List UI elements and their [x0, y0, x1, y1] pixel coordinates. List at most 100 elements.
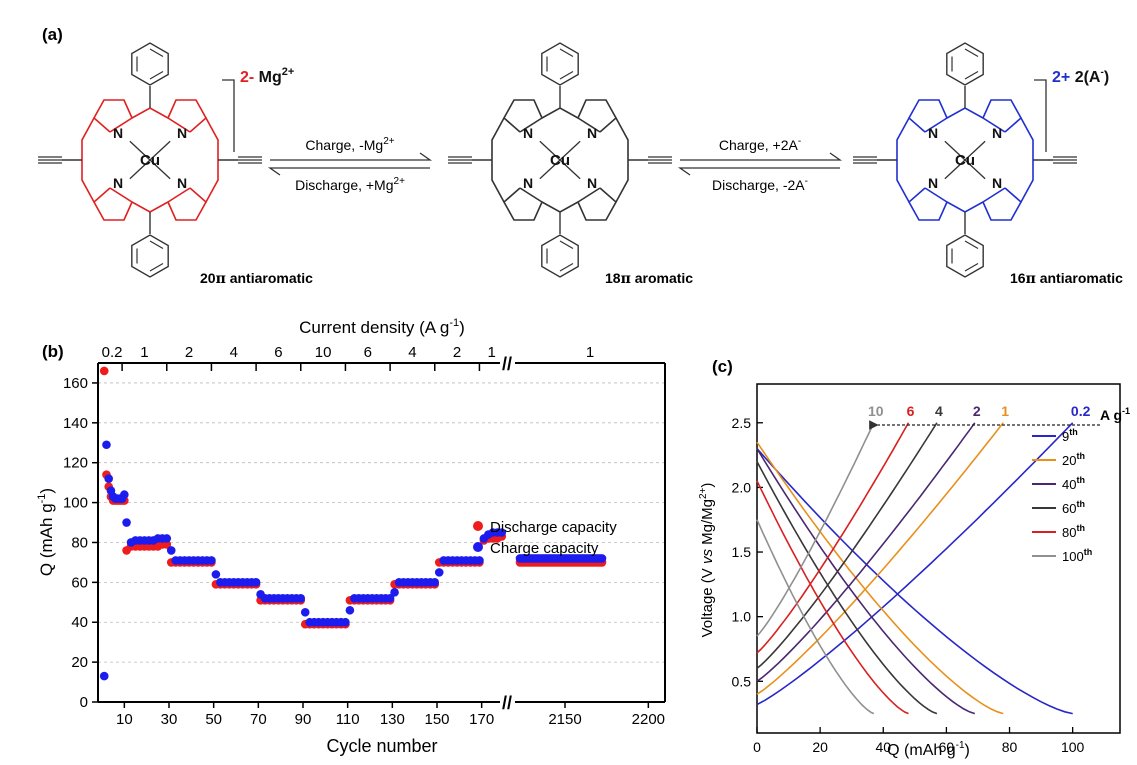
copper-label: Cu — [550, 152, 570, 169]
charge-point — [475, 556, 484, 565]
n-cu-bond — [539, 140, 561, 161]
discharge-point — [162, 540, 172, 549]
svg-text:Charge, -Mg2+: Charge, -Mg2+ — [305, 136, 394, 153]
n-cu-bond — [129, 140, 151, 161]
x-tick-label: 90 — [295, 711, 312, 728]
charge-point — [162, 534, 172, 543]
panel-c-label: (c) — [712, 357, 733, 376]
discharge-curve — [756, 461, 938, 715]
phenyl-ring — [946, 42, 984, 86]
n-cu-bond — [964, 140, 986, 161]
svg-text:2+ 2(A-): 2+ 2(A-) — [1052, 67, 1109, 86]
charge-point — [597, 554, 607, 563]
left-charge-value: 2- — [240, 69, 254, 86]
x-axis-title: Cycle number — [326, 736, 437, 756]
right-charge-value: 2+ — [1052, 69, 1070, 86]
x-tick-label: 50 — [205, 711, 222, 728]
nitrogen-label: N — [177, 125, 187, 141]
n-cu-bond — [539, 159, 561, 180]
legend-label: 40th — [1062, 475, 1085, 492]
top-segment-label: 1 — [586, 344, 594, 361]
pyrrole-ring — [502, 187, 544, 221]
meso-bridge — [541, 201, 579, 213]
legend-label: 60th — [1062, 499, 1085, 516]
nitrogen-label: N — [587, 125, 597, 141]
nitrogen-label: N — [113, 175, 123, 191]
x-tick-label: 80 — [1002, 739, 1018, 755]
y-tick-label: 120 — [63, 455, 88, 472]
charge-point — [211, 570, 221, 579]
n-cu-bond — [149, 140, 171, 161]
n-cu-bond — [944, 159, 966, 180]
axis-break: // — [502, 693, 512, 713]
pyrrole-ring — [92, 99, 134, 133]
x-tick-label: 30 — [161, 711, 178, 728]
discharge-curve — [756, 480, 909, 715]
x-tick-label: 2150 — [548, 711, 581, 728]
discharge-curve — [756, 448, 976, 715]
meso-bridge — [205, 117, 219, 203]
right-counter-ion: 2(A — [1070, 69, 1101, 86]
pyrrole-ring — [166, 99, 208, 133]
y-tick-label: 2.5 — [732, 415, 752, 431]
x-tick-label: 110 — [336, 711, 360, 728]
nitrogen-label: N — [523, 175, 533, 191]
top-axis-title: Current density (A g-1) — [299, 317, 465, 337]
legend-label: 100th — [1062, 547, 1092, 564]
charge-point — [102, 440, 111, 450]
charge-point — [345, 605, 355, 615]
phenyl-double — [149, 240, 164, 250]
copper-label: Cu — [140, 152, 160, 169]
svg-text:Discharge, +Mg2+: Discharge, +Mg2+ — [295, 176, 405, 193]
nitrogen-label: N — [113, 125, 123, 141]
n-cu-bond — [129, 159, 151, 180]
charge-point — [251, 578, 261, 587]
right-counter-sup: - — [1100, 67, 1103, 78]
charge-curve — [756, 422, 938, 670]
y-tick-label: 20 — [71, 654, 88, 671]
meso-bridge — [81, 117, 95, 203]
top-segment-label: 6 — [364, 344, 372, 361]
right-charge: 2+ 2(A-) — [1034, 67, 1109, 152]
n-cu-bond — [964, 159, 986, 180]
phenyl-double — [559, 240, 574, 250]
reaction-arrow-1: Charge, -Mg2+ Discharge, +Mg2+ — [267, 136, 433, 193]
legend-label: 9th — [1062, 427, 1078, 444]
top-segment-label: 6 — [274, 344, 282, 361]
phenyl-double — [964, 262, 979, 272]
copper-label: Cu — [955, 152, 975, 169]
meso-bridge — [946, 201, 984, 213]
nitrogen-label: N — [177, 175, 187, 191]
rate-label: 2 — [973, 403, 981, 419]
x-tick-label: 60 — [939, 739, 955, 755]
meso-bridge — [491, 117, 505, 203]
rate-label: 1 — [1001, 403, 1009, 419]
svg-text:Discharge, -2A-: Discharge, -2A- — [712, 176, 808, 193]
charge-point — [166, 546, 176, 555]
rate-label: 6 — [907, 403, 915, 419]
arrow2-top-sup: - — [798, 136, 801, 147]
right-counter-close: ) — [1104, 69, 1109, 86]
x-tick-label: 100 — [1061, 739, 1085, 755]
arrow2-top-label: Charge, +2A — [719, 137, 799, 153]
middle-caption: 18π aromatic — [605, 270, 693, 287]
y-axis-title: Q (mAh g-1) — [36, 488, 56, 576]
phenyl-ring — [131, 42, 169, 86]
y-tick-label: 140 — [63, 415, 88, 432]
charge-curve — [756, 422, 1074, 706]
arrow1-top-label: Charge, -Mg — [305, 137, 383, 153]
svg-text:Charge, +2A-: Charge, +2A- — [719, 136, 801, 153]
charge-point — [122, 518, 131, 527]
phenyl-double — [964, 240, 979, 250]
molecule-left: N N N N Cu — [38, 42, 262, 278]
charge-point — [497, 528, 507, 537]
discharge-point — [99, 366, 109, 376]
discharge-curve — [756, 519, 875, 715]
legend-label: 80th — [1062, 523, 1085, 540]
arrow2-bottom-sup: - — [805, 176, 808, 187]
legend-label: 20th — [1062, 451, 1085, 468]
axis-break: // — [502, 354, 512, 374]
nitrogen-label: N — [928, 175, 938, 191]
charge-point — [104, 474, 113, 483]
